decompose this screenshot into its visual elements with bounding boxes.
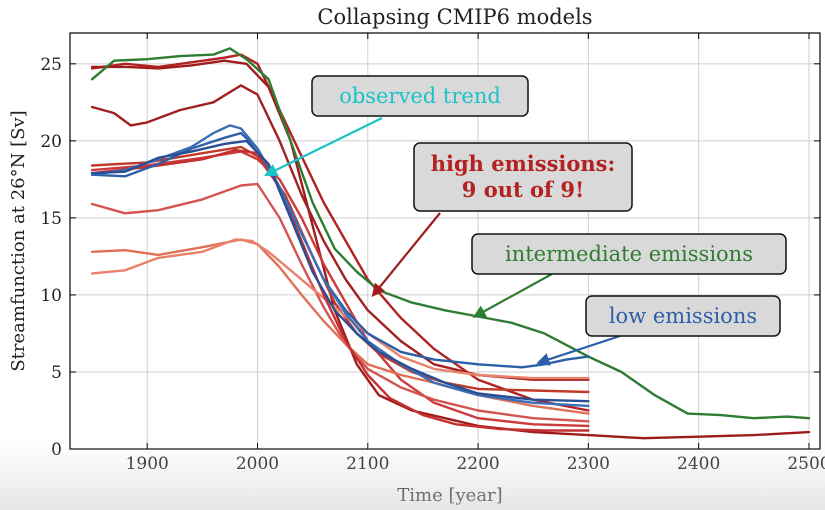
- annotation-box-low: [585, 295, 781, 337]
- annotation-text-observed: observed trend: [339, 84, 501, 108]
- series-line-high-2: [90, 84, 590, 381]
- chart-title: Collapsing CMIP6 models: [317, 5, 592, 29]
- annotation-high: high emissions: 9 out of 9!: [371, 142, 633, 297]
- y-tick-label: 20: [40, 132, 62, 152]
- x-tick-label: 2000: [236, 454, 279, 474]
- annotation-text-high: high emissions: 9 out of 9!: [431, 151, 616, 202]
- annotation-arrow-intermediate: [472, 273, 553, 318]
- x-tick-label: 2300: [567, 454, 610, 474]
- y-tick-label: 15: [40, 209, 62, 229]
- annotation-box-intermediate: [471, 233, 787, 275]
- annotation-text-low: low emissions: [609, 304, 757, 328]
- series-line-intermediate-9: [90, 47, 811, 420]
- annotation-arrow-low: [536, 334, 621, 366]
- x-tick-label: 2200: [456, 454, 499, 474]
- annotation-line: 9 out of 9!: [462, 177, 584, 202]
- annotation-arrow-high: [371, 212, 441, 297]
- annotations: observed trend high emissions: 9 out of 9!…: [263, 75, 787, 366]
- x-axis-label: Time [year]: [397, 485, 502, 506]
- y-axis-label: Streamfunction at 26°N [Sv]: [8, 110, 29, 371]
- annotation-line: observed trend: [339, 84, 501, 108]
- annotation-observed: observed trend: [263, 75, 529, 177]
- y-tick-label: 25: [40, 55, 62, 75]
- y-tick-label: 0: [51, 440, 62, 460]
- x-tick-label: 2100: [346, 454, 389, 474]
- y-tick-label: 5: [51, 363, 62, 383]
- x-tick-label: 2400: [677, 454, 720, 474]
- annotation-box-observed: [311, 75, 529, 117]
- annotation-arrow-observed: [263, 117, 383, 177]
- annotation-line: intermediate emissions: [505, 242, 753, 266]
- annotation-line: high emissions:: [431, 151, 616, 176]
- series-line-high-5: [90, 182, 590, 423]
- series-line-high-8: [90, 148, 590, 432]
- annotation-low: low emissions: [536, 295, 781, 366]
- annotation-text-intermediate: intermediate emissions: [505, 242, 753, 266]
- annotation-line: low emissions: [609, 304, 757, 328]
- series-line-low-11: [90, 124, 590, 408]
- series-line-high-7: [90, 238, 590, 380]
- y-tick-label: 10: [40, 286, 62, 306]
- annotation-box-high: [413, 142, 633, 212]
- series-line-low-12: [90, 139, 590, 403]
- series-line-high-1: [90, 59, 811, 440]
- series-line-high-3: [90, 145, 590, 394]
- x-tick-label: 1900: [126, 454, 169, 474]
- annotation-intermediate: intermediate emissions: [471, 233, 787, 318]
